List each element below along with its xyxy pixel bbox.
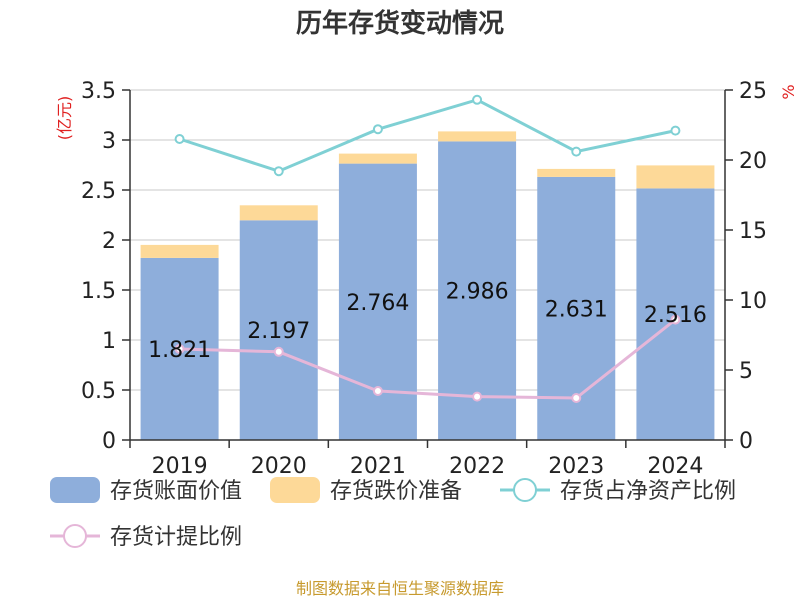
- bar-inventory-impairment: [438, 131, 517, 142]
- right-tick-label: 0: [739, 429, 753, 454]
- x-tick-label: 2023: [548, 454, 604, 479]
- point-inventory-to-net-assets: [372, 124, 383, 135]
- left-axis-unit: (亿元): [55, 96, 74, 141]
- legend-label: 存货占净资产比例: [560, 479, 736, 504]
- legend-label: 存货账面价值: [110, 479, 242, 504]
- point-inventory-to-net-assets: [273, 166, 284, 177]
- point-inventory-to-net-assets: [174, 134, 185, 144]
- x-tick-label: 2022: [449, 454, 505, 479]
- bar-inventory-impairment: [537, 168, 616, 177]
- right-tick-label: 20: [739, 149, 767, 174]
- right-tick-label: 10: [739, 289, 767, 314]
- point-provision-ratio: [472, 391, 483, 402]
- point-inventory-to-net-assets: [571, 146, 582, 157]
- bar-data-label: 2.764: [346, 291, 409, 316]
- point-inventory-to-net-assets: [472, 94, 483, 105]
- right-tick-label: 5: [739, 359, 753, 384]
- line-provision-ratio: [179, 318, 677, 400]
- point-provision-ratio: [571, 393, 582, 403]
- left-tick-label: 0.5: [81, 379, 116, 404]
- line-inventory-to-net-assets: [179, 98, 676, 173]
- point-inventory-to-net-assets: [670, 125, 681, 136]
- bar-data-label: 2.986: [446, 280, 509, 305]
- x-tick-label: 2024: [647, 454, 703, 479]
- legend-swatch: [50, 477, 100, 503]
- point-provision-ratio: [273, 346, 284, 357]
- bar-inventory-impairment: [239, 205, 318, 221]
- point-provision-ratio: [372, 386, 383, 396]
- lines-group: [174, 94, 681, 403]
- legend-marker: [513, 478, 537, 502]
- bar-inventory-impairment: [636, 165, 715, 189]
- bar-inventory-book-value: [438, 141, 517, 440]
- right-axis-unit: %: [779, 84, 798, 99]
- right-tick-label: 25: [739, 79, 767, 104]
- bar-inventory-impairment: [140, 244, 219, 258]
- legend-label: 存货计提比例: [110, 525, 242, 550]
- point-provision-ratio: [174, 344, 185, 354]
- point-provision-ratio: [670, 314, 681, 325]
- left-tick-label: 3: [102, 129, 116, 154]
- chart-title: 历年存货变动情况: [296, 8, 504, 39]
- x-tick-label: 2021: [350, 454, 406, 479]
- axes-group: 0 0.5 1 1.5 2 2.5 3 3.5 0 5 10 15 20 25 2019 2020 2021 20…: [81, 79, 767, 479]
- left-tick-label: 2.5: [81, 179, 116, 204]
- bar-inventory-impairment: [338, 153, 417, 164]
- bar-inventory-book-value: [239, 220, 318, 440]
- bar-inventory-book-value: [636, 188, 715, 440]
- left-tick-label: 3.5: [81, 79, 116, 104]
- legend-swatch: [270, 477, 320, 503]
- bars-group: [140, 131, 715, 440]
- bar-data-label: 2.631: [545, 297, 608, 322]
- left-tick-label: 1: [102, 329, 116, 354]
- left-tick-label: 0: [102, 429, 116, 454]
- legend-label: 存货跌价准备: [330, 479, 462, 504]
- bar-data-label: 2.197: [247, 319, 310, 344]
- gridlines: [130, 89, 725, 441]
- right-tick-label: 15: [739, 219, 767, 244]
- left-tick-label: 1.5: [81, 279, 116, 304]
- x-tick-label: 2020: [251, 454, 307, 479]
- legend-marker: [63, 524, 87, 548]
- left-tick-label: 2: [102, 229, 116, 254]
- bar-data-label: 1.821: [148, 338, 211, 363]
- data-labels-group: 1.821 2.197 2.764 2.986 2.631 2.516: [148, 280, 707, 363]
- source-note: 制图数据来自恒生聚源数据库: [296, 579, 504, 598]
- x-tick-label: 2019: [152, 454, 208, 479]
- bar-data-label: 2.516: [644, 303, 707, 328]
